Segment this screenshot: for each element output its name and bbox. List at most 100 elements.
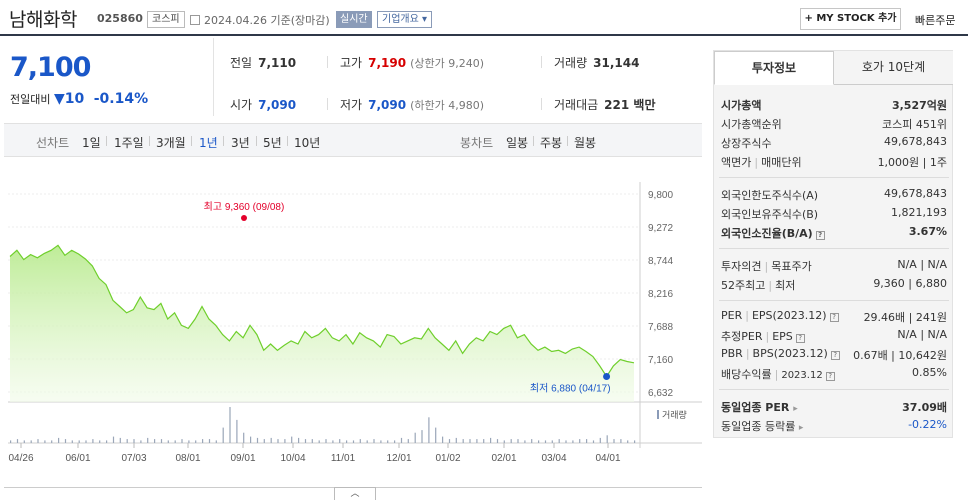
period-1d[interactable]: 1일 bbox=[82, 136, 101, 150]
volume-bar bbox=[394, 440, 396, 443]
volume-bar bbox=[71, 440, 73, 443]
volume-bar bbox=[634, 440, 636, 443]
y-tick-label: 7,160 bbox=[648, 355, 673, 366]
price-chart-svg: 9,800 9,272 8,744 8,216 7,688 7,160 6,632 04/26… bbox=[8, 182, 702, 464]
price-chart[interactable]: 9,800 9,272 8,744 8,216 7,688 7,160 6,632 04/26… bbox=[4, 158, 702, 500]
x-tick-label: 01/02 bbox=[435, 453, 460, 464]
chevron-right-icon: ▸ bbox=[798, 423, 804, 433]
volume-legend-swatch bbox=[657, 410, 659, 419]
volume-bar bbox=[551, 440, 553, 443]
volume-bar bbox=[586, 439, 588, 443]
volume-bar bbox=[483, 439, 485, 443]
x-tick-label: 09/01 bbox=[230, 453, 255, 464]
y-tick-label: 7,688 bbox=[648, 322, 673, 333]
volume-bar bbox=[435, 427, 437, 443]
volume-bar bbox=[442, 436, 444, 443]
period-5y[interactable]: 5년 bbox=[263, 136, 282, 150]
period-1w[interactable]: 1주일 bbox=[114, 136, 144, 150]
mystock-add-button[interactable]: + MY STOCK 추가 bbox=[800, 8, 901, 30]
high-label: 최고 9,360 (09/08) bbox=[204, 201, 285, 213]
x-tick-label: 10/04 bbox=[280, 453, 305, 464]
x-tick-label: 12/01 bbox=[386, 453, 411, 464]
price-line bbox=[9, 244, 635, 378]
volume-bar bbox=[23, 440, 25, 443]
company-info-label: 기업개요 bbox=[382, 14, 419, 25]
quick-order-button[interactable]: 빠른주문 bbox=[915, 14, 956, 27]
volume-bar bbox=[85, 440, 87, 443]
volume-bar bbox=[92, 439, 94, 443]
volume-bar bbox=[476, 439, 478, 443]
volume-bar bbox=[380, 440, 382, 443]
period-1y[interactable]: 1년 bbox=[199, 136, 218, 150]
candle-weekly[interactable]: 주봉 bbox=[540, 136, 563, 150]
volume-bar bbox=[99, 440, 101, 443]
help-icon[interactable]: ? bbox=[825, 372, 835, 381]
candle-chart-label: 봉차트 bbox=[460, 136, 494, 150]
company-info-button[interactable]: 기업개요 ▾ bbox=[377, 11, 433, 28]
volume-bar bbox=[490, 437, 492, 443]
change-value: 10 bbox=[64, 91, 85, 107]
volume-bar bbox=[263, 439, 265, 443]
change-label: 전일대비 bbox=[10, 93, 51, 106]
volume-bar bbox=[126, 439, 128, 443]
foreign-hold-row: 외국인보유주식수(B) 1,821,193 bbox=[721, 206, 947, 221]
volume-bar bbox=[558, 439, 560, 443]
x-tick-label: 02/01 bbox=[491, 453, 516, 464]
volume-bar bbox=[229, 407, 231, 443]
period-bar: 선차트 1일 1주일 3개월 1년 3년 5년 10년 봉차트 일봉 주봉 월봉 bbox=[4, 123, 702, 157]
price-area bbox=[10, 245, 634, 402]
high-marker bbox=[241, 215, 247, 221]
volume-bar bbox=[462, 439, 464, 443]
candle-monthly[interactable]: 월봉 bbox=[574, 136, 597, 150]
price-summary: 7,100 전일대비 ▼10 -0.14% bbox=[4, 38, 214, 116]
volume-bar bbox=[160, 439, 163, 443]
volume-bar bbox=[469, 439, 471, 443]
volume-bar bbox=[195, 440, 197, 443]
volume-bar bbox=[517, 439, 519, 443]
volume-bar bbox=[599, 437, 601, 443]
y-tick-label: 8,744 bbox=[648, 256, 673, 267]
volume-bar bbox=[277, 439, 279, 443]
period-3y[interactable]: 3년 bbox=[231, 136, 250, 150]
volume-bar bbox=[106, 440, 108, 443]
volume-bar bbox=[51, 440, 53, 443]
pbr-bps-row: PBR | BPS(2023.12)? 0.67배 | 10,642원 bbox=[721, 347, 947, 362]
y-tick-label: 8,216 bbox=[648, 289, 673, 300]
volume-bar bbox=[16, 439, 19, 443]
help-icon[interactable]: ? bbox=[830, 351, 840, 360]
volume-bar bbox=[202, 439, 204, 443]
volume-bar bbox=[428, 417, 430, 443]
period-10y[interactable]: 10년 bbox=[294, 136, 321, 150]
volume-bar bbox=[524, 440, 526, 443]
volume-bar bbox=[407, 439, 409, 443]
tab-quote-10[interactable]: 호가 10단계 bbox=[834, 51, 953, 85]
w52-row: 52주최고 | 최저 9,360 | 6,880 bbox=[721, 277, 947, 292]
volume-bar bbox=[167, 440, 169, 443]
stat-amount: 거래대금 221 백만 bbox=[554, 98, 656, 112]
stock-code: 025860 bbox=[97, 12, 143, 25]
volume-bar bbox=[538, 440, 540, 443]
volume-bar bbox=[58, 437, 60, 443]
chevron-right-icon: ▸ bbox=[793, 404, 798, 414]
stat-open: 시가 7,090 bbox=[230, 98, 297, 112]
volume-bar bbox=[250, 436, 252, 443]
period-3m[interactable]: 3개월 bbox=[156, 136, 186, 150]
tab-invest-info[interactable]: 투자정보 bbox=[714, 51, 834, 85]
volume-bar bbox=[298, 437, 300, 443]
candle-daily[interactable]: 일봉 bbox=[506, 136, 529, 150]
help-icon[interactable]: ? bbox=[829, 313, 839, 322]
volume-bar bbox=[154, 439, 156, 443]
market-cap-row: 시가총액 3,527억원 bbox=[721, 99, 947, 112]
volume-bar bbox=[10, 440, 12, 443]
collapse-button[interactable]: ︿ bbox=[334, 487, 376, 500]
volume-bar bbox=[311, 439, 313, 443]
market-cap-rank-row: 시가총액순위 코스피 451위 bbox=[721, 118, 947, 131]
realtime-button[interactable]: 실시간 bbox=[336, 11, 372, 28]
stat-volume: 거래량 31,144 bbox=[554, 56, 640, 70]
volume-bar bbox=[606, 435, 608, 443]
x-tick-label: 07/03 bbox=[121, 453, 146, 464]
volume-bar bbox=[455, 437, 457, 443]
help-icon[interactable]: ? bbox=[795, 334, 805, 343]
x-tick-label: 04/01 bbox=[595, 453, 620, 464]
help-icon[interactable]: ? bbox=[815, 231, 825, 240]
